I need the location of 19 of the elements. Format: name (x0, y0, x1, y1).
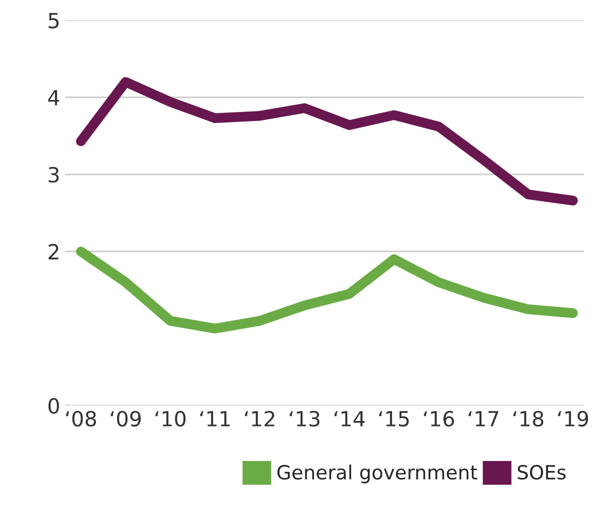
x-tick-label: ‘10 (156, 410, 186, 427)
x-tick-label: ‘18 (513, 410, 544, 427)
x-tick-label: ‘17 (468, 411, 498, 426)
x-tick-label: ‘14 (334, 411, 365, 426)
legend-label: SOEs (518, 464, 566, 480)
x-tick-label: ‘13 (290, 410, 320, 427)
y-tick-label: 4 (48, 90, 60, 106)
x-tick-label: ‘16 (424, 410, 454, 427)
y-tick-label: 0 (48, 398, 59, 414)
x-tick-label: ‘08 (66, 410, 96, 427)
x-tick-label: ‘09 (110, 410, 141, 427)
y-tick-label: 2 (48, 244, 58, 260)
y-tick-label: 3 (48, 166, 59, 183)
x-tick-label: ‘11 (200, 411, 230, 426)
x-tick-label: ‘15 (379, 411, 409, 427)
legend-label: General government (277, 464, 478, 484)
y-tick-label: 5 (48, 13, 59, 28)
x-tick-label: ‘19 (558, 410, 588, 427)
x-tick-label: ‘12 (245, 410, 274, 426)
